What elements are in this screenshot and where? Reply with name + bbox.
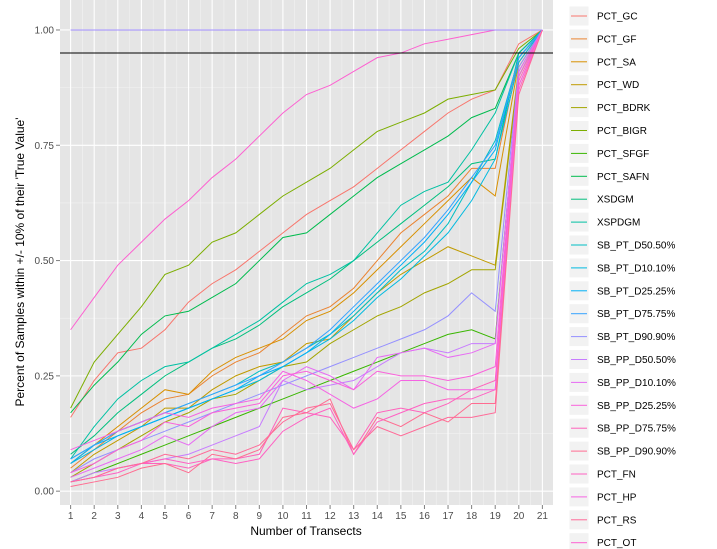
legend-label: SB_PP_D90.90%: [597, 447, 676, 458]
series-line-3: [70, 29, 543, 474]
legend-label: SB_PT_D25.25%: [597, 286, 675, 297]
minor-gridlines: [60, 0, 553, 505]
legend-label: XSPDGM: [597, 218, 640, 229]
x-tick-label: 11: [301, 511, 312, 522]
x-tick-label: 12: [325, 511, 337, 522]
series-line-0: [70, 29, 543, 418]
legend-label: PCT_FN: [597, 470, 636, 481]
y-axis-ticks: 0.00 0.25 0.50 0.75 1.00: [35, 25, 60, 498]
x-axis-title: Number of Transects: [250, 524, 361, 538]
legend-label: SB_PT_D10.10%: [597, 263, 675, 274]
legend-label: PCT_SAFN: [597, 172, 649, 183]
series-line-16: [70, 29, 543, 478]
x-tick-label: 18: [466, 511, 478, 522]
legend-label: SB_PT_D90.90%: [597, 332, 675, 343]
x-tick-label: 3: [115, 511, 121, 522]
legend-label: PCT_BDRK: [597, 103, 651, 114]
series-line-1: [70, 29, 543, 469]
x-tick-label: 10: [277, 511, 289, 522]
legend-label: PCT_HP: [597, 492, 637, 503]
legend-label: PCT_GC: [597, 12, 638, 23]
x-tick-label: 7: [209, 511, 215, 522]
series-line-21: [70, 29, 543, 451]
y-tick-label: 0.75: [35, 141, 55, 152]
legend-key: [568, 532, 590, 549]
y-tick-label: 1.00: [35, 25, 55, 36]
x-tick-label: 9: [257, 511, 263, 522]
legend-label: PCT_RS: [597, 515, 637, 526]
legend-label: SB_PT_D50.50%: [597, 241, 675, 252]
series-line-19: [70, 29, 543, 488]
series-line-23: [70, 29, 543, 331]
legend-label: SB_PP_D75.75%: [597, 424, 676, 435]
x-tick-label: 20: [513, 511, 525, 522]
legend-label: XSDGM: [597, 195, 634, 206]
series-line-4: [70, 29, 543, 478]
y-tick-label: 0.25: [35, 371, 55, 382]
legend-label: PCT_WD: [597, 80, 639, 91]
x-tick-label: 4: [139, 511, 145, 522]
series-line-20: [70, 29, 543, 483]
series-line-8: [70, 29, 543, 455]
series-line-2: [70, 29, 543, 464]
y-tick-label: 0.00: [35, 487, 55, 498]
x-axis-ticks: 1 2 3 4 5 6 7 8 9 10 11 12 13 14 15 16 17 18 19 20 21: [68, 505, 549, 522]
legend-label: PCT_BIGR: [597, 126, 647, 137]
legend-label: SB_PT_D75.75%: [597, 309, 675, 320]
series-line-5: [70, 29, 543, 409]
series-line-22: [70, 29, 543, 483]
x-tick-label: 15: [395, 511, 407, 522]
legend-label: PCT_OT: [597, 538, 636, 549]
legend-label: SB_PP_D25.25%: [597, 401, 676, 412]
series-line-9: [70, 29, 543, 460]
x-tick-label: 1: [68, 511, 74, 522]
legend-label: PCT_SFGF: [597, 149, 649, 160]
series-line-14: [70, 29, 543, 474]
x-tick-label: 6: [186, 511, 192, 522]
legend-label: SB_PP_D10.10%: [597, 378, 676, 389]
legend-label: PCT_GF: [597, 34, 636, 45]
y-tick-label: 0.50: [35, 256, 55, 267]
x-tick-label: 8: [233, 511, 239, 522]
series-lines: [70, 29, 543, 488]
legend-label: SB_PP_D50.50%: [597, 355, 676, 366]
x-tick-label: 2: [91, 511, 97, 522]
x-tick-label: 19: [490, 511, 502, 522]
series-line-17: [70, 29, 543, 474]
legend: PCT_GC PCT_GF PCT_SA PCT_WD PCT_BDRK PCT_BIGR…: [568, 5, 676, 549]
x-tick-label: 21: [537, 511, 549, 522]
series-line-12: [70, 29, 543, 464]
x-tick-label: 17: [442, 511, 454, 522]
legend-label: PCT_SA: [597, 57, 636, 68]
series-line-7: [70, 29, 543, 414]
x-tick-label: 14: [372, 511, 384, 522]
x-tick-label: 16: [419, 511, 431, 522]
x-tick-label: 5: [162, 511, 168, 522]
y-axis-title: Percent of Samples within +/- 10% of the…: [13, 117, 27, 406]
x-tick-label: 13: [348, 511, 360, 522]
